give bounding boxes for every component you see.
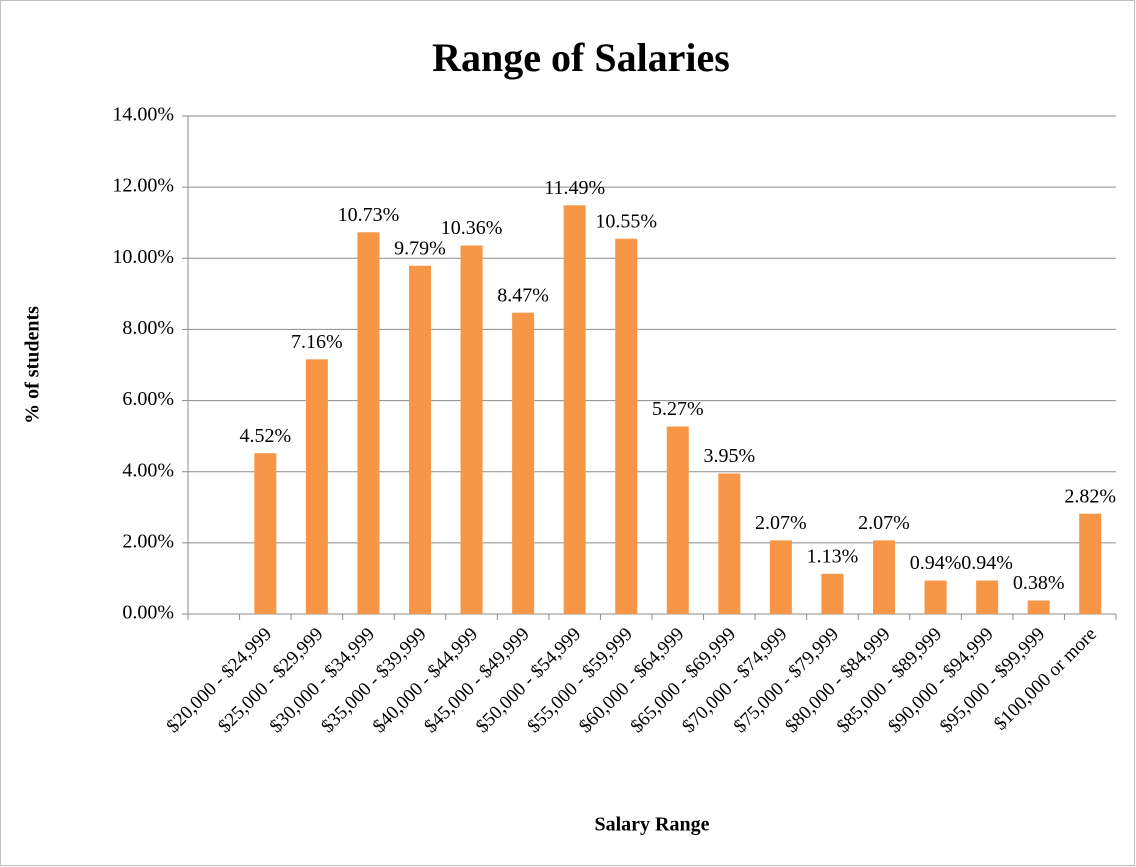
bar	[460, 245, 483, 615]
value-label: 2.07%	[858, 512, 910, 534]
value-label: 10.55%	[595, 210, 657, 232]
chart-title: Range of Salaries	[432, 35, 730, 80]
x-axis-title: Salary Range	[595, 814, 710, 836]
bar	[821, 573, 844, 614]
bar	[718, 473, 741, 614]
y-axis-title: % of students	[22, 306, 44, 424]
y-tick-label: 6.00%	[122, 388, 174, 410]
value-label: 0.38%	[1013, 572, 1065, 594]
y-tick-label: 14.00%	[112, 104, 174, 126]
value-label: 0.94%	[961, 552, 1013, 574]
value-label: 10.36%	[441, 217, 503, 239]
value-label: 9.79%	[394, 237, 446, 259]
bar	[305, 359, 328, 614]
bar	[563, 205, 586, 614]
value-label: 8.47%	[497, 284, 549, 306]
value-label: 0.94%	[910, 552, 962, 574]
value-label: 2.07%	[755, 512, 807, 534]
y-tick-label: 10.00%	[112, 246, 174, 268]
bar	[409, 265, 431, 614]
y-tick-label: 8.00%	[122, 317, 174, 339]
value-label: 7.16%	[291, 331, 343, 353]
bar	[1027, 600, 1050, 614]
value-label: 10.73%	[338, 204, 400, 226]
bar	[976, 580, 999, 614]
y-tick-label: 0.00%	[122, 602, 174, 624]
bar	[615, 238, 638, 614]
bar	[666, 426, 689, 614]
value-label: 2.82%	[1064, 485, 1116, 507]
value-label: 3.95%	[703, 445, 755, 467]
value-label: 4.52%	[239, 425, 291, 447]
bar	[512, 312, 535, 614]
bar	[254, 453, 277, 614]
value-label: 1.13%	[807, 545, 859, 567]
bar	[924, 580, 947, 614]
bar	[873, 540, 895, 614]
y-tick-label: 12.00%	[112, 175, 174, 197]
bar	[769, 540, 792, 614]
bar	[357, 232, 380, 614]
y-tick-label: 4.00%	[122, 459, 174, 481]
value-label: 11.49%	[544, 177, 605, 199]
bar	[1079, 513, 1102, 614]
value-label: 5.27%	[652, 398, 704, 420]
y-tick-label: 2.00%	[122, 530, 174, 552]
